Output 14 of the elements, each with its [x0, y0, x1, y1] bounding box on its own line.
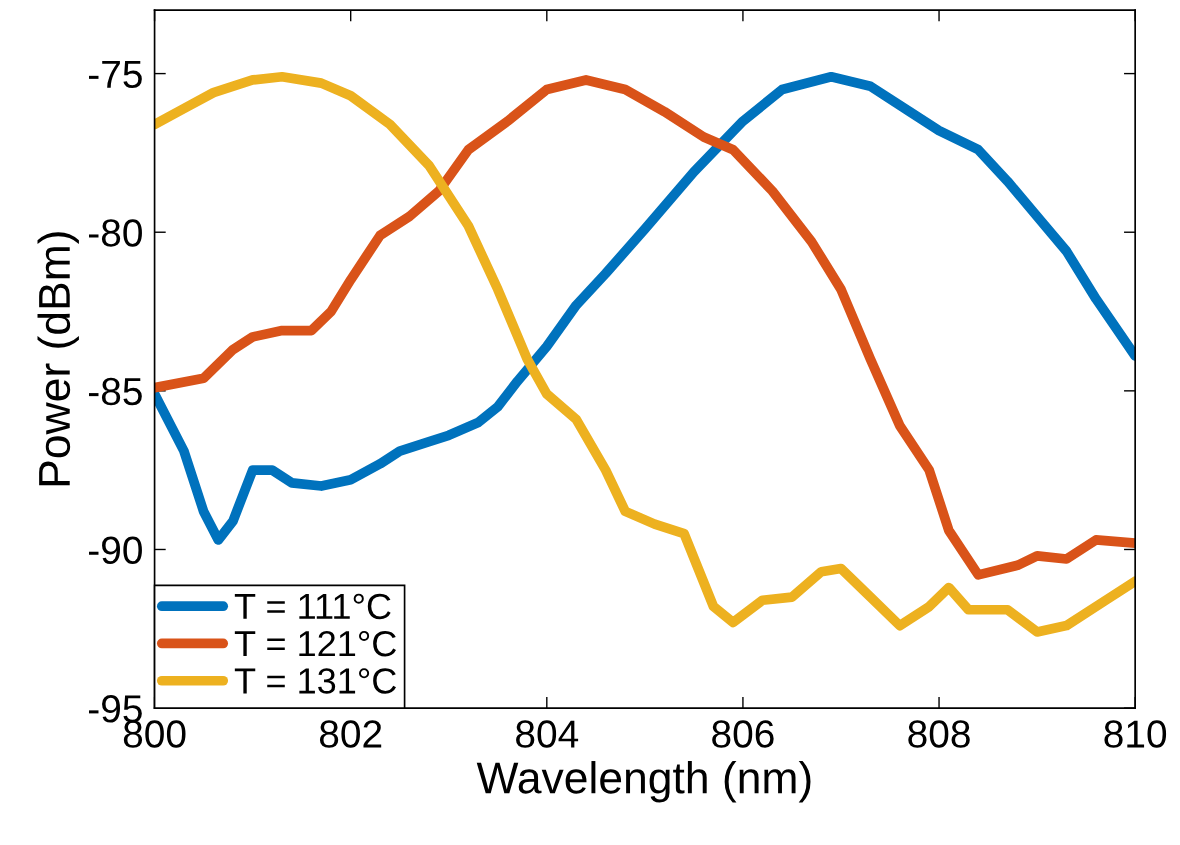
y-tick-label: -85: [88, 377, 142, 406]
y-tick-label: -90: [88, 536, 142, 564]
x-tick-label: 804: [516, 720, 579, 748]
x-tick-label: 806: [712, 720, 774, 748]
y-axis-title: Power (dBm): [37, 232, 79, 486]
x-tick-label: 810: [1104, 720, 1167, 748]
legend-label: T = 131°C: [234, 668, 396, 694]
x-tick-label: 808: [908, 720, 970, 748]
y-tick-label: -80: [88, 219, 142, 247]
legend-label: T = 121°C: [234, 630, 396, 657]
x-tick-label: 802: [319, 720, 382, 748]
x-axis-title: Wavelength (nm): [476, 761, 811, 803]
y-tick-label: -75: [88, 60, 142, 89]
legend-label: T = 111°C: [234, 593, 391, 620]
